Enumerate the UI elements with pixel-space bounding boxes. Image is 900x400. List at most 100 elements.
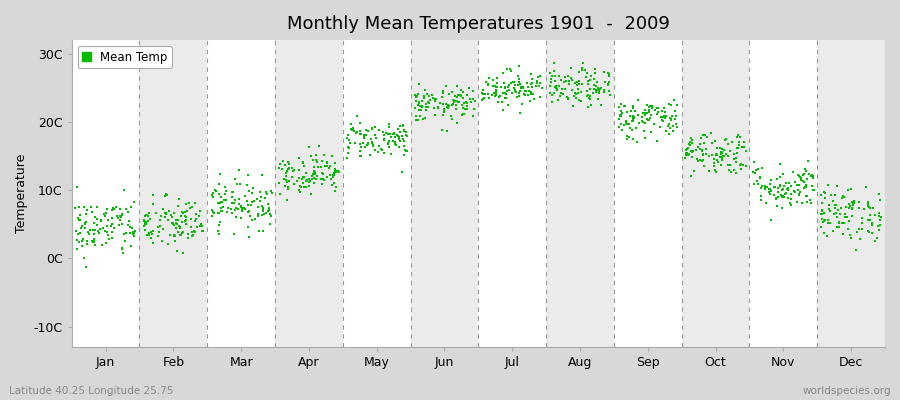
Point xyxy=(549,82,563,89)
Point xyxy=(787,188,801,194)
Point xyxy=(344,120,358,127)
Point xyxy=(328,166,342,172)
Point xyxy=(234,204,248,210)
Point xyxy=(797,171,812,178)
Point xyxy=(286,166,301,173)
Point xyxy=(846,201,860,207)
Point xyxy=(178,214,193,220)
Point xyxy=(87,238,102,244)
Point xyxy=(481,90,495,97)
Point xyxy=(345,126,359,133)
Point xyxy=(232,181,247,188)
Point xyxy=(143,216,157,222)
Point xyxy=(691,144,706,150)
Point xyxy=(428,98,443,104)
Point xyxy=(296,163,310,169)
Point xyxy=(656,114,670,120)
Point xyxy=(642,116,656,123)
Point xyxy=(138,221,152,227)
Point xyxy=(611,124,625,130)
Point xyxy=(575,67,590,73)
Point xyxy=(721,162,735,168)
Point xyxy=(512,78,526,85)
Point xyxy=(82,231,96,238)
Point xyxy=(86,238,100,245)
Point xyxy=(834,194,849,201)
Point xyxy=(638,112,652,118)
Point xyxy=(454,92,469,99)
Point xyxy=(721,140,735,147)
Point xyxy=(758,186,772,192)
Point xyxy=(110,213,124,219)
Point xyxy=(353,128,367,134)
Point xyxy=(651,109,665,116)
Point xyxy=(560,94,574,100)
Point xyxy=(862,204,877,210)
Point xyxy=(714,151,728,157)
Point xyxy=(340,150,355,156)
Point xyxy=(242,213,256,220)
Point xyxy=(384,134,399,140)
Point xyxy=(105,234,120,241)
Point xyxy=(212,231,226,238)
Point xyxy=(601,70,616,77)
Point xyxy=(156,226,170,232)
Point xyxy=(237,205,251,212)
Point xyxy=(286,181,301,188)
Point xyxy=(215,208,230,214)
Point xyxy=(679,150,693,156)
Point xyxy=(314,170,328,177)
Point xyxy=(828,204,842,211)
Point xyxy=(872,226,886,233)
Point xyxy=(233,214,248,221)
Point xyxy=(235,205,249,212)
Point xyxy=(160,192,175,198)
Point xyxy=(328,169,343,175)
Point xyxy=(372,149,386,155)
Point xyxy=(731,144,745,151)
Point xyxy=(212,200,227,206)
Point xyxy=(447,99,462,106)
Point xyxy=(466,87,481,94)
Point xyxy=(641,117,655,124)
Point xyxy=(264,212,278,219)
Point xyxy=(328,166,342,173)
Point xyxy=(722,167,736,173)
Point xyxy=(282,165,296,171)
Point xyxy=(713,154,727,160)
Point xyxy=(354,130,368,137)
Point xyxy=(364,139,379,146)
Point xyxy=(226,189,240,195)
Point xyxy=(101,216,115,223)
Point xyxy=(589,89,603,95)
Point xyxy=(514,84,528,90)
Point xyxy=(445,102,459,108)
Point xyxy=(467,106,482,112)
Point xyxy=(383,131,398,138)
Point xyxy=(564,76,579,83)
Point xyxy=(600,81,615,87)
Point xyxy=(151,232,166,239)
Point xyxy=(842,204,856,211)
Point xyxy=(593,86,608,93)
Point xyxy=(361,128,375,134)
Point xyxy=(566,93,580,99)
Point xyxy=(750,178,764,184)
Point xyxy=(181,235,195,241)
Point xyxy=(290,178,304,184)
Point xyxy=(581,94,596,101)
Point xyxy=(788,189,802,195)
Point xyxy=(502,86,517,93)
Point xyxy=(752,175,767,181)
Point xyxy=(507,85,521,91)
Point xyxy=(626,114,640,120)
Point xyxy=(747,181,761,188)
Point xyxy=(820,232,834,239)
Point xyxy=(195,223,210,230)
Point xyxy=(100,223,114,230)
Point xyxy=(873,197,887,204)
Point xyxy=(565,102,580,109)
Point xyxy=(280,168,294,174)
Point xyxy=(772,183,787,190)
Point xyxy=(850,228,864,235)
